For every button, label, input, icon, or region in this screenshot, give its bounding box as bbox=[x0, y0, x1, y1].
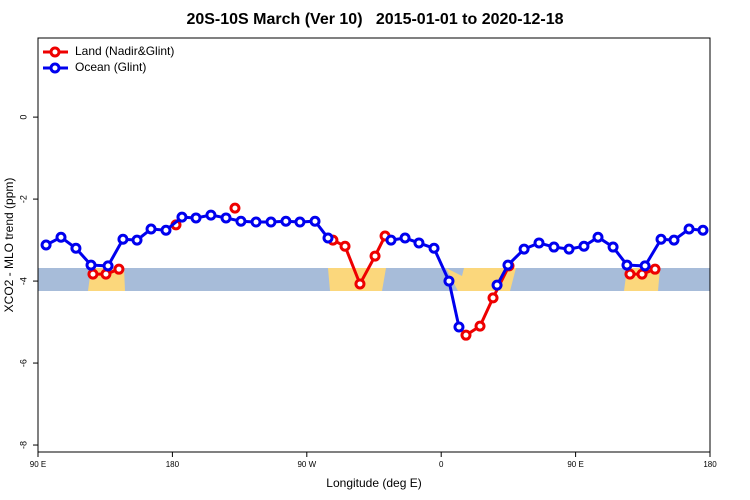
x-tick-label: 180 bbox=[703, 460, 717, 469]
point bbox=[487, 292, 499, 304]
plot-frame bbox=[37, 37, 711, 453]
point bbox=[220, 212, 232, 224]
point bbox=[87, 268, 99, 280]
legend-marker bbox=[49, 46, 61, 58]
point bbox=[697, 224, 709, 236]
x-tick-label: 90 E bbox=[567, 460, 583, 469]
point bbox=[592, 231, 604, 243]
point bbox=[55, 231, 67, 243]
point bbox=[354, 278, 366, 290]
chart-title: 20S-10S March (Ver 10) 2015-01-01 to 202… bbox=[186, 11, 563, 28]
point bbox=[518, 243, 530, 255]
point bbox=[428, 242, 440, 254]
point bbox=[548, 241, 560, 253]
point bbox=[453, 321, 465, 333]
point bbox=[85, 259, 97, 271]
point bbox=[229, 202, 241, 214]
legend-label: Land (Nadir&Glint) bbox=[75, 44, 174, 58]
point bbox=[683, 223, 695, 235]
point bbox=[474, 320, 486, 332]
point bbox=[117, 233, 129, 245]
point bbox=[563, 243, 575, 255]
y-tick-label: 0 bbox=[18, 115, 28, 120]
y-tick-label: -8 bbox=[18, 441, 28, 449]
point bbox=[607, 241, 619, 253]
point bbox=[502, 259, 514, 271]
point bbox=[369, 250, 381, 262]
point bbox=[113, 263, 125, 275]
y-tick-label: -2 bbox=[18, 195, 28, 203]
legend-marker bbox=[49, 62, 61, 74]
point bbox=[491, 279, 503, 291]
point bbox=[250, 216, 262, 228]
y-axis-label: XCO2 - MLO trend (ppm) bbox=[2, 178, 16, 313]
point bbox=[280, 215, 292, 227]
point bbox=[668, 234, 680, 246]
point bbox=[639, 260, 651, 272]
point bbox=[235, 215, 247, 227]
point bbox=[443, 275, 455, 287]
point bbox=[413, 237, 425, 249]
point bbox=[399, 232, 411, 244]
point bbox=[309, 215, 321, 227]
point bbox=[339, 240, 351, 252]
land-ocean-strip bbox=[38, 268, 710, 291]
x-tick-label: 180 bbox=[166, 460, 180, 469]
x-tick-label: 90 W bbox=[297, 460, 316, 469]
point bbox=[294, 216, 306, 228]
point bbox=[145, 223, 157, 235]
point bbox=[205, 209, 217, 221]
point bbox=[460, 329, 472, 341]
x-tick-label: 90 E bbox=[30, 460, 46, 469]
point bbox=[190, 212, 202, 224]
point bbox=[621, 259, 633, 271]
legend-label: Ocean (Glint) bbox=[75, 60, 146, 74]
point bbox=[265, 216, 277, 228]
x-tick-label: 0 bbox=[439, 460, 444, 469]
point bbox=[131, 234, 143, 246]
y-tick-label: -6 bbox=[18, 359, 28, 367]
point bbox=[578, 240, 590, 252]
point bbox=[385, 234, 397, 246]
point bbox=[70, 242, 82, 254]
point bbox=[40, 239, 52, 251]
point bbox=[649, 263, 661, 275]
y-tick-label: -4 bbox=[18, 277, 28, 285]
point bbox=[176, 211, 188, 223]
point bbox=[655, 233, 667, 245]
point bbox=[102, 260, 114, 272]
point bbox=[624, 268, 636, 280]
x-axis-label: Longitude (deg E) bbox=[326, 476, 421, 490]
point bbox=[160, 224, 172, 236]
point bbox=[533, 237, 545, 249]
point bbox=[322, 232, 334, 244]
